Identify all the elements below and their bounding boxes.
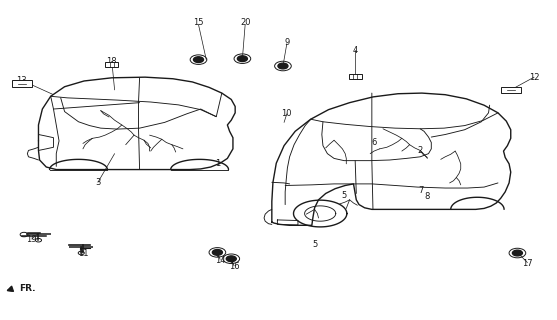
Text: FR.: FR. bbox=[19, 284, 36, 292]
Circle shape bbox=[226, 256, 236, 262]
Circle shape bbox=[278, 63, 288, 69]
Text: 5: 5 bbox=[312, 240, 317, 249]
Text: 4: 4 bbox=[353, 45, 358, 55]
Text: 12: 12 bbox=[529, 73, 539, 82]
Circle shape bbox=[212, 250, 222, 255]
Text: 6: 6 bbox=[372, 138, 377, 147]
Circle shape bbox=[512, 250, 522, 256]
Text: 16: 16 bbox=[229, 262, 240, 271]
Bar bbox=[12, 80, 32, 87]
Text: 13: 13 bbox=[17, 76, 27, 85]
Bar bbox=[349, 74, 362, 79]
Text: 1: 1 bbox=[215, 159, 220, 168]
Circle shape bbox=[237, 56, 247, 61]
Bar bbox=[105, 62, 119, 67]
Text: 11: 11 bbox=[77, 250, 88, 259]
Text: 19: 19 bbox=[27, 235, 37, 244]
Text: 15: 15 bbox=[193, 19, 203, 28]
Text: 3: 3 bbox=[95, 178, 101, 187]
Text: 14: 14 bbox=[215, 256, 226, 265]
Text: 18: 18 bbox=[106, 57, 117, 66]
Text: 17: 17 bbox=[522, 259, 532, 268]
Text: 7: 7 bbox=[418, 186, 423, 195]
Circle shape bbox=[193, 57, 203, 62]
Text: 10: 10 bbox=[282, 109, 292, 118]
Text: 8: 8 bbox=[425, 192, 430, 201]
Bar bbox=[501, 87, 521, 93]
Text: 5: 5 bbox=[341, 190, 346, 200]
Text: 9: 9 bbox=[284, 38, 290, 47]
Text: 2: 2 bbox=[418, 146, 423, 155]
Text: 20: 20 bbox=[240, 19, 251, 28]
